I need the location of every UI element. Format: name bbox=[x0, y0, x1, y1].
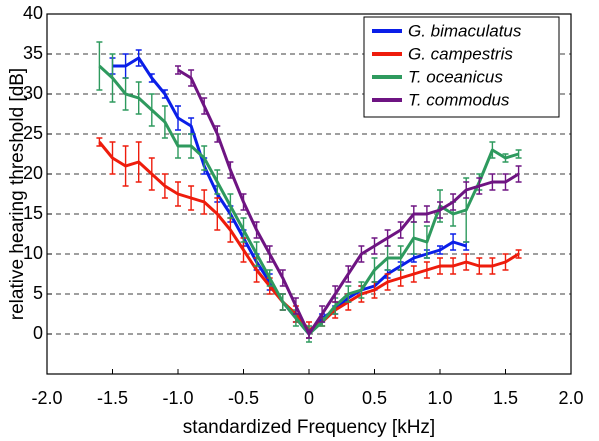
plot-frame bbox=[46, 13, 572, 375]
y-tick-label: 10 bbox=[23, 243, 43, 263]
y-tick-label: 0 bbox=[33, 323, 43, 343]
y-tick-label: 5 bbox=[33, 283, 43, 303]
y-tick-label: 25 bbox=[23, 123, 43, 143]
y-tick-label: 15 bbox=[23, 203, 43, 223]
x-tick-label: 2.0 bbox=[558, 388, 583, 408]
y-tick-label: 35 bbox=[23, 43, 43, 63]
y-axis-title: relative hearing threshold [dB] bbox=[7, 68, 28, 320]
series bbox=[96, 137, 522, 339]
y-tick-label: 40 bbox=[23, 3, 43, 23]
legend-label: G. campestris bbox=[408, 44, 513, 63]
y-tick-label: 20 bbox=[23, 163, 43, 183]
x-tick-label: 0.5 bbox=[362, 388, 387, 408]
series-line bbox=[177, 68, 520, 336]
x-tick-label: -2.0 bbox=[31, 388, 62, 408]
x-tick-label: -0.5 bbox=[228, 388, 259, 408]
legend-label: T. commodus bbox=[408, 90, 510, 109]
x-tick-label: 0 bbox=[304, 388, 314, 408]
x-tick-label: -1.5 bbox=[97, 388, 128, 408]
series bbox=[175, 65, 522, 339]
y-tick-label: 30 bbox=[23, 83, 43, 103]
legend-label: G. bimaculatus bbox=[408, 21, 522, 40]
x-tick-label: 1.0 bbox=[427, 388, 452, 408]
legend-label: T. oceanicus bbox=[408, 67, 503, 86]
x-axis-title: standardized Frequency [kHz] bbox=[183, 417, 435, 438]
x-tick-label: 1.5 bbox=[493, 388, 518, 408]
series-line bbox=[98, 141, 520, 332]
x-tick-label: -1.0 bbox=[162, 388, 193, 408]
